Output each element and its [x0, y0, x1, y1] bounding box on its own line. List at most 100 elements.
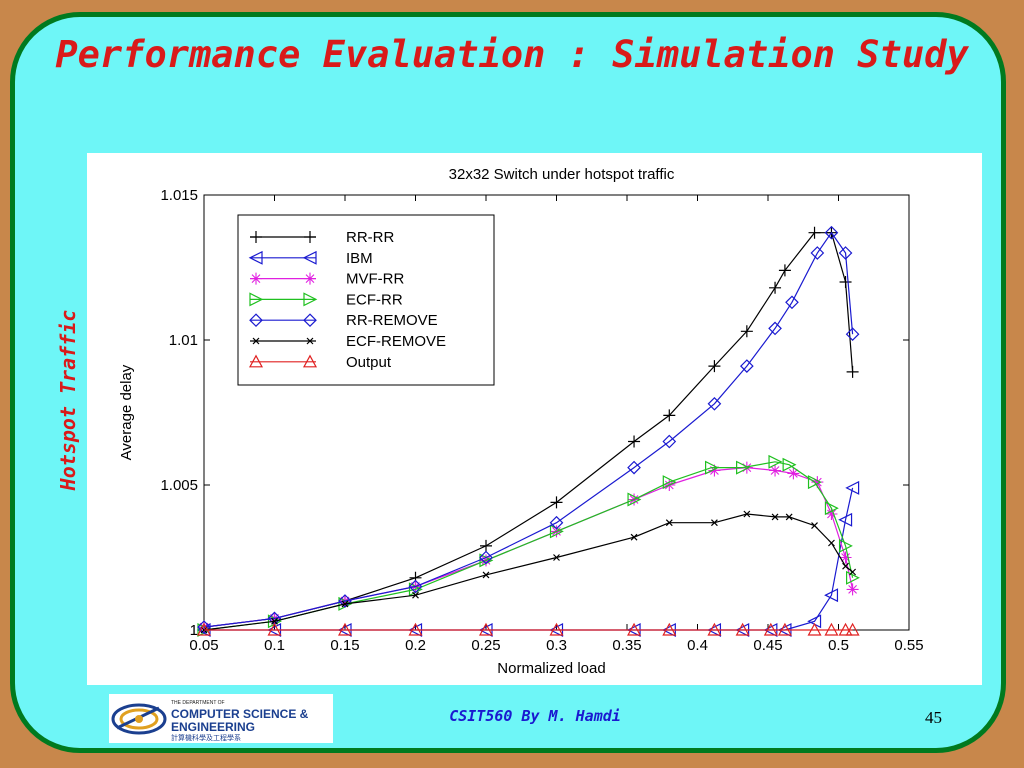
data-point — [628, 435, 641, 448]
x-tick-label: 0.2 — [405, 637, 426, 654]
legend-entry: ECF-REMOVE — [250, 333, 446, 350]
data-point — [304, 231, 316, 243]
data-point — [250, 231, 262, 243]
data-point — [478, 622, 494, 636]
line-chart: 32x32 Switch under hotspot traffic Normal… — [118, 166, 924, 677]
data-point — [479, 550, 493, 565]
legend-box — [237, 214, 495, 386]
data-point — [740, 325, 753, 338]
data-point — [769, 464, 782, 477]
data-point — [838, 512, 853, 527]
data-point — [248, 354, 264, 368]
series-ecf-rr — [197, 454, 860, 637]
data-point — [838, 622, 853, 636]
page-number: 45 — [925, 708, 942, 727]
chart-panel: 32x32 Switch under hotspot traffic Normal… — [87, 153, 982, 685]
legend-label: ECF-RR — [346, 291, 403, 308]
legend-label: Output — [346, 354, 392, 371]
data-point — [549, 622, 564, 636]
data-point — [197, 620, 211, 634]
legend-entry: ECF-RR — [249, 291, 403, 308]
data-point — [337, 622, 353, 636]
data-point — [777, 622, 792, 636]
data-point — [250, 272, 262, 285]
data-point — [252, 337, 260, 345]
data-point — [825, 508, 838, 520]
data-point — [769, 281, 782, 294]
data-point — [248, 250, 263, 265]
data-point — [553, 554, 560, 561]
data-point — [627, 492, 642, 507]
data-point — [782, 457, 797, 472]
data-point — [408, 579, 423, 594]
data-point — [838, 246, 853, 260]
data-point — [740, 359, 754, 373]
data-point — [662, 434, 677, 449]
series-line — [203, 461, 854, 631]
data-point — [845, 480, 860, 495]
data-point — [196, 622, 212, 636]
legend-label: ECF-REMOVE — [346, 333, 446, 350]
data-point — [846, 365, 859, 378]
data-point — [808, 226, 821, 239]
data-point — [549, 515, 564, 530]
data-point — [710, 519, 718, 527]
data-point — [845, 327, 860, 342]
x-tick-label: 0.3 — [546, 637, 567, 654]
legend-entry: Output — [248, 354, 392, 371]
data-point — [249, 313, 263, 328]
data-point — [828, 539, 835, 547]
data-point — [412, 591, 419, 599]
data-point — [846, 583, 859, 596]
data-point — [845, 622, 860, 636]
x-tick-label: 0.5 — [828, 637, 849, 654]
data-point — [736, 460, 750, 475]
data-point — [846, 570, 860, 585]
legend-entry: IBM — [248, 250, 373, 267]
data-point — [824, 501, 839, 516]
data-point — [707, 396, 722, 411]
y-axis-label: Average delay — [118, 364, 135, 460]
y-tick-label: 1.005 — [160, 477, 198, 494]
legend-entry: MVF-RR — [250, 271, 404, 288]
data-point — [849, 568, 857, 576]
data-point — [768, 321, 782, 336]
data-point — [303, 292, 318, 307]
data-point — [763, 622, 778, 636]
legend-entry: RR-RR — [250, 229, 394, 246]
data-point — [304, 272, 316, 285]
data-point — [665, 519, 673, 527]
legend-label: RR-REMOVE — [346, 312, 438, 329]
data-point — [630, 533, 638, 541]
logo-text-line2: COMPUTER SCIENCE & — [171, 707, 309, 721]
data-point — [740, 461, 753, 474]
data-point — [271, 617, 278, 625]
data-point — [838, 538, 853, 553]
logo-emblem-icon — [111, 703, 167, 735]
series-output — [196, 622, 860, 636]
data-point — [824, 588, 839, 603]
data-point — [480, 539, 492, 552]
data-point — [306, 337, 314, 345]
data-point — [341, 600, 349, 608]
slide-title: Performance Evaluation : Simulation Stud… — [55, 33, 969, 76]
data-point — [787, 467, 800, 480]
x-tick-label: 0.35 — [612, 637, 641, 654]
data-point — [807, 475, 822, 490]
data-point — [811, 476, 824, 489]
data-point — [842, 562, 849, 570]
data-point — [249, 292, 264, 307]
data-point — [705, 460, 719, 475]
legend-entry: RR-REMOVE — [249, 312, 438, 329]
data-point — [839, 276, 852, 288]
data-point — [707, 622, 722, 636]
x-tick-label: 0.45 — [753, 637, 782, 654]
data-point — [302, 250, 317, 265]
footer-text: CSIT560 By M. Hamdi — [449, 707, 621, 725]
chart-title: 32x32 Switch under hotspot traffic — [449, 166, 675, 183]
x-tick-label: 0.25 — [471, 637, 500, 654]
data-point — [708, 464, 721, 477]
y-tick-label: 1 — [190, 622, 198, 639]
series-line — [203, 231, 854, 628]
data-point — [824, 225, 839, 240]
